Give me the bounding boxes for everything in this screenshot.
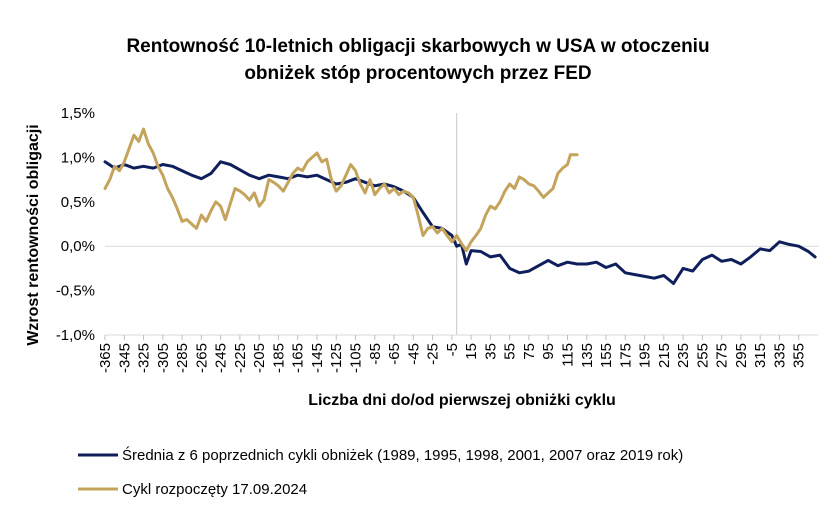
legend-label-series-1: Średnia z 6 poprzednich cykli obniżek (1… xyxy=(122,446,683,464)
chart-title-line-1: Rentowność 10-letnich obligacji skarbowy… xyxy=(126,36,709,57)
x-tick-label: 235 xyxy=(675,343,692,368)
x-tick-label: -45 xyxy=(405,343,422,365)
y-tick-label: 1,0% xyxy=(61,149,95,166)
x-tick-label: -165 xyxy=(290,343,307,373)
x-tick-label: 295 xyxy=(733,343,750,368)
x-tick-label: 95 xyxy=(540,343,557,360)
y-axis-title: Wzrost rentowności obligacji xyxy=(25,124,42,345)
x-tick-label: -205 xyxy=(251,343,268,373)
x-tick-label: -85 xyxy=(367,343,384,365)
x-tick-label: 175 xyxy=(617,343,634,368)
x-tick-label: 135 xyxy=(579,343,596,368)
x-tick-label: 55 xyxy=(502,343,519,360)
x-tick-label: -245 xyxy=(213,343,230,373)
x-tick-label: 75 xyxy=(521,343,538,360)
series-lines xyxy=(103,127,817,285)
y-tick-label: 0,0% xyxy=(61,238,95,255)
x-tick-label: -265 xyxy=(193,343,210,373)
x-tick-label: 255 xyxy=(694,343,711,368)
x-tick-label: -65 xyxy=(386,343,403,365)
x-tick-label: 275 xyxy=(714,343,731,368)
x-tick-label: -25 xyxy=(425,343,442,365)
x-tick-label: 215 xyxy=(656,343,673,368)
x-tick-label: -185 xyxy=(270,343,287,373)
legend-label-series-2: Cykl rozpoczęty 17.09.2024 xyxy=(122,481,307,498)
x-tick-label: -145 xyxy=(309,343,326,373)
x-tick-label: 115 xyxy=(559,343,576,367)
y-axis: 1,5% 1,0% 0,5% 0,0% -0,5% -1,0% xyxy=(56,105,95,344)
legend: Średnia z 6 poprzednich cykli obniżek (1… xyxy=(78,446,683,498)
chart-title-line-2: obniżek stóp procentowych przez FED xyxy=(244,63,591,84)
x-tick-label: -325 xyxy=(136,343,153,373)
x-tick-label: 155 xyxy=(598,343,615,368)
x-axis-title: Liczba dni do/od pierwszej obniżki cyklu xyxy=(308,392,616,409)
x-tick-label: -285 xyxy=(174,343,191,373)
y-tick-label: 0,5% xyxy=(61,194,95,211)
x-tick-label: 335 xyxy=(771,343,788,368)
y-tick-label: 1,5% xyxy=(61,105,95,122)
x-tick-label: 195 xyxy=(637,343,654,368)
x-tick-label: -5 xyxy=(444,343,461,356)
series-line-2 xyxy=(103,127,579,253)
x-tick-label: 15 xyxy=(463,343,480,360)
y-tick-label: -1,0% xyxy=(56,327,95,344)
x-tick-label: -345 xyxy=(116,343,133,373)
series-line-1 xyxy=(103,160,817,285)
x-tick-label: -125 xyxy=(328,343,345,373)
x-tick-label: -365 xyxy=(97,343,114,373)
x-axis: -365 -345 -325 -305 -285 -265 -245 -225 -205 -185… xyxy=(97,113,818,373)
y-tick-label: -0,5% xyxy=(56,283,95,300)
x-tick-label: 355 xyxy=(791,343,808,368)
x-tick-label: -105 xyxy=(348,343,365,373)
x-tick-label: 35 xyxy=(482,343,499,360)
x-tick-label: -305 xyxy=(155,343,172,373)
x-tick-label: 315 xyxy=(752,343,769,368)
x-tick-label: -225 xyxy=(232,343,249,373)
